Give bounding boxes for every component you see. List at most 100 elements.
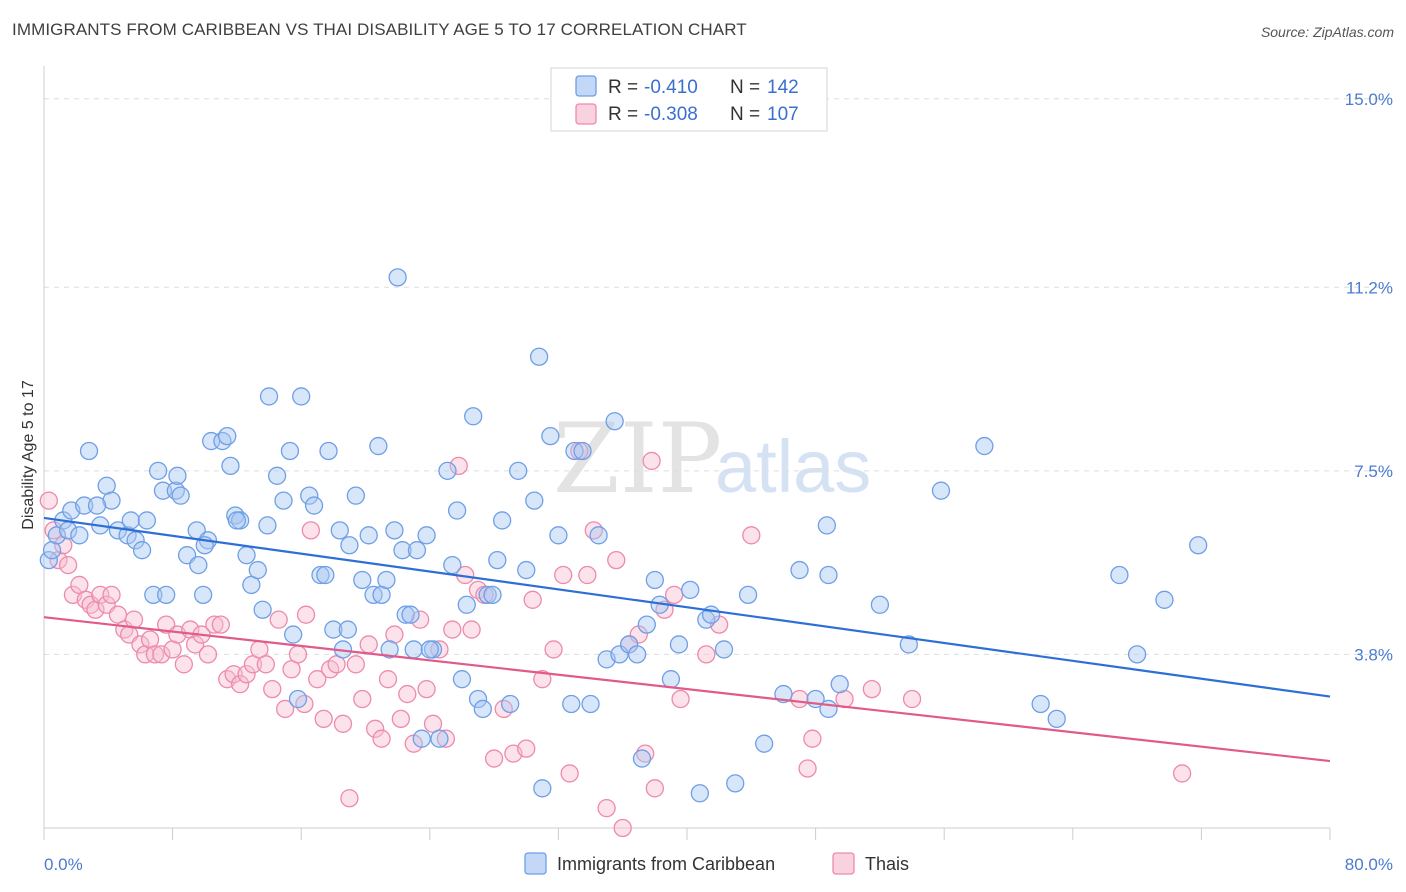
point-thais-52 bbox=[346, 655, 366, 674]
point-caribbean-37 bbox=[248, 560, 267, 580]
point-caribbean-31 bbox=[218, 426, 237, 446]
point-caribbean-69 bbox=[401, 605, 420, 624]
point-caribbean-96 bbox=[562, 694, 581, 714]
point-caribbean-138 bbox=[87, 496, 107, 515]
point-thais-29 bbox=[198, 645, 218, 664]
point-thais-62 bbox=[411, 610, 430, 629]
point-caribbean-81 bbox=[464, 407, 483, 426]
point-caribbean-72 bbox=[412, 729, 431, 748]
watermark: ZIP atlas bbox=[553, 403, 871, 515]
point-thais-46 bbox=[308, 670, 327, 689]
point-caribbean-61 bbox=[369, 436, 388, 456]
legend-r-value-thais: -0.308 bbox=[644, 104, 698, 125]
point-caribbean-17 bbox=[144, 585, 163, 605]
point-thais-31 bbox=[211, 615, 230, 634]
point-thais-90 bbox=[642, 451, 661, 471]
point-caribbean-131 bbox=[1031, 694, 1050, 714]
point-thais-106 bbox=[613, 818, 632, 838]
point-caribbean-128 bbox=[899, 635, 918, 654]
point-caribbean-57 bbox=[346, 486, 366, 505]
chart-source: Source: ZipAtlas.com bbox=[1260, 24, 1394, 40]
point-caribbean-50 bbox=[316, 565, 335, 585]
y-tick-labels: 3.8% 7.5% 11.2% 15.0% bbox=[1345, 90, 1393, 665]
point-caribbean-87 bbox=[492, 511, 512, 530]
point-caribbean-22 bbox=[168, 466, 187, 485]
point-caribbean-66 bbox=[388, 268, 407, 287]
point-caribbean-44 bbox=[284, 625, 303, 644]
point-caribbean-99 bbox=[581, 694, 600, 714]
point-thais-101 bbox=[902, 689, 922, 709]
point-caribbean-111 bbox=[669, 635, 689, 654]
point-caribbean-73 bbox=[417, 526, 436, 545]
point-caribbean-75 bbox=[430, 729, 449, 748]
gridlines bbox=[44, 98, 1392, 655]
point-caribbean-118 bbox=[738, 585, 758, 605]
point-caribbean-136 bbox=[1189, 536, 1208, 555]
point-caribbean-45 bbox=[288, 689, 308, 709]
point-caribbean-133 bbox=[1110, 565, 1129, 585]
legend-n-label-thais: N = bbox=[730, 104, 760, 125]
point-caribbean-79 bbox=[452, 670, 472, 689]
point-thais-80 bbox=[554, 565, 573, 585]
legend-box bbox=[550, 67, 828, 132]
chart-title: IMMIGRANTS FROM CARIBBEAN VS THAI DISABI… bbox=[12, 20, 747, 39]
point-caribbean-52 bbox=[324, 620, 343, 639]
watermark-atlas: atlas bbox=[715, 425, 871, 508]
point-caribbean-78 bbox=[447, 501, 467, 520]
point-thais-78 bbox=[533, 670, 552, 689]
point-caribbean-113 bbox=[690, 784, 710, 803]
point-caribbean-134 bbox=[1127, 645, 1147, 664]
point-caribbean-43 bbox=[280, 441, 300, 461]
point-thais-38 bbox=[256, 655, 275, 674]
point-caribbean-88 bbox=[501, 694, 520, 714]
point-thais-17 bbox=[131, 635, 150, 654]
point-thais-1 bbox=[44, 521, 63, 540]
point-caribbean-100 bbox=[589, 526, 608, 545]
legend-swatch-thais bbox=[575, 103, 597, 125]
bottom-legend-swatch-caribbean bbox=[524, 852, 547, 875]
point-caribbean-47 bbox=[300, 486, 319, 505]
point-caribbean-16 bbox=[137, 511, 157, 530]
point-caribbean-71 bbox=[407, 541, 427, 560]
point-thais-76 bbox=[517, 739, 536, 758]
point-thais-47 bbox=[314, 709, 333, 729]
point-caribbean-91 bbox=[525, 491, 544, 510]
point-caribbean-77 bbox=[443, 555, 462, 575]
point-caribbean-15 bbox=[132, 541, 152, 560]
point-caribbean-35 bbox=[237, 546, 256, 565]
point-thais-41 bbox=[275, 699, 295, 719]
point-thais-50 bbox=[333, 714, 353, 733]
point-caribbean-89 bbox=[509, 461, 528, 480]
point-thais-73 bbox=[484, 749, 504, 768]
point-caribbean-59 bbox=[359, 526, 378, 545]
point-caribbean-76 bbox=[438, 461, 457, 480]
point-caribbean-53 bbox=[330, 521, 349, 540]
point-caribbean-132 bbox=[1047, 709, 1066, 729]
point-caribbean-125 bbox=[819, 565, 838, 585]
bottom-legend-swatch-thais bbox=[832, 852, 855, 875]
point-caribbean-32 bbox=[221, 456, 240, 476]
point-thais-95 bbox=[697, 645, 716, 664]
trend-line-caribbean bbox=[43, 516, 1331, 698]
point-caribbean-130 bbox=[975, 436, 994, 456]
point-caribbean-127 bbox=[870, 595, 890, 614]
point-thais-79 bbox=[544, 640, 563, 659]
point-caribbean-51 bbox=[319, 441, 338, 461]
point-caribbean-13 bbox=[121, 511, 140, 530]
point-caribbean-63 bbox=[377, 570, 396, 590]
point-caribbean-49 bbox=[311, 565, 330, 585]
point-caribbean-82 bbox=[468, 689, 488, 709]
point-thais-85 bbox=[597, 799, 616, 818]
point-thais-59 bbox=[391, 709, 411, 729]
y-tick-label-3: 15.0% bbox=[1345, 90, 1393, 109]
bottom-legend: Immigrants from Caribbean Thais bbox=[524, 852, 909, 875]
point-thais-93 bbox=[671, 689, 690, 709]
point-thais-35 bbox=[237, 665, 256, 684]
point-thais-103 bbox=[803, 729, 822, 748]
y-tick-label-1: 7.5% bbox=[1354, 462, 1393, 481]
point-thais-20 bbox=[145, 645, 165, 664]
point-caribbean-126 bbox=[830, 674, 849, 694]
point-thais-68 bbox=[449, 456, 468, 476]
point-thais-70 bbox=[462, 620, 481, 639]
